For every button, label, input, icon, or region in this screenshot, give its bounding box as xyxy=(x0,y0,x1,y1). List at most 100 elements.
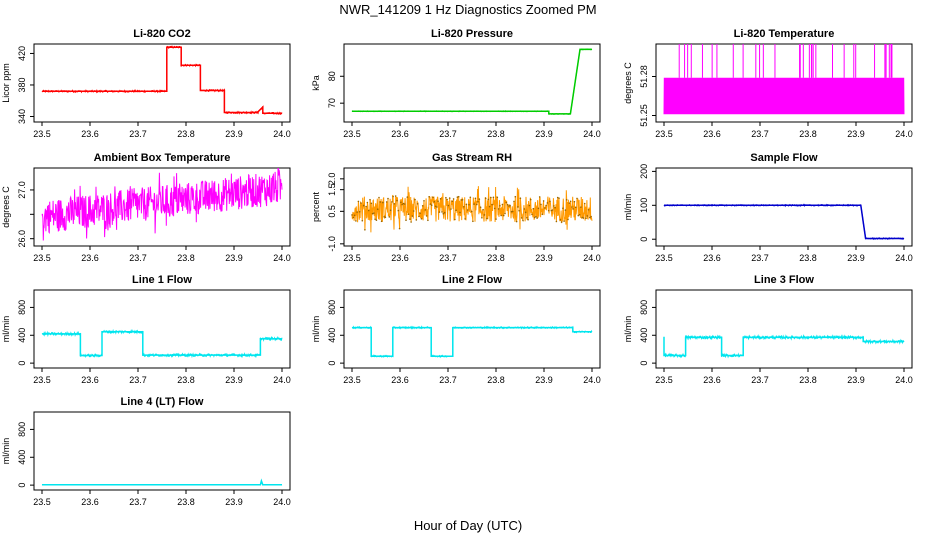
series-point xyxy=(367,209,370,212)
series-line xyxy=(42,331,282,357)
series-point xyxy=(533,216,536,219)
x-tick-label: 24.0 xyxy=(583,129,601,139)
series-point xyxy=(412,210,415,212)
x-tick-label: 23.9 xyxy=(847,253,865,263)
series-point xyxy=(568,202,571,204)
x-tick-label: 23.5 xyxy=(33,497,51,507)
panel-2: Li-820 Pressure kPa 70 80 23.5 23.6 23.7 23.8 23… xyxy=(311,28,601,139)
series-point xyxy=(409,218,411,220)
series-point xyxy=(514,195,517,198)
series-point xyxy=(352,216,355,219)
series-point xyxy=(394,195,397,197)
x-tick-label: 23.7 xyxy=(439,129,457,139)
x-tick-label: 23.7 xyxy=(129,253,147,263)
y-axis-label: degrees C xyxy=(623,62,633,104)
panel-1: Li-820 CO2 Licor ppm 340 380 420 23.5 23.6 23.7… xyxy=(1,28,291,139)
figure-title: NWR_141209 1 Hz Diagnostics Zoomed PM xyxy=(339,2,596,17)
series-point xyxy=(518,209,520,212)
figure-xlabel: Hour of Day (UTC) xyxy=(414,518,522,533)
series-point xyxy=(429,203,432,205)
series-point xyxy=(446,198,448,201)
y-axis-label: percent xyxy=(311,191,321,222)
series-point xyxy=(481,217,483,219)
series-point xyxy=(415,219,418,221)
panel-title: Ambient Box Temperature xyxy=(94,152,231,164)
x-tick-label: 23.7 xyxy=(129,375,147,385)
y-tick-label: 800 xyxy=(639,300,649,315)
x-tick-label: 23.8 xyxy=(799,253,817,263)
plot-frame xyxy=(655,289,913,369)
series-point xyxy=(473,203,475,205)
y-axis-label: degrees C xyxy=(1,186,11,228)
series-point xyxy=(565,199,568,201)
x-tick-label: 23.6 xyxy=(391,253,409,263)
series-point xyxy=(373,212,375,214)
series-point xyxy=(378,196,380,199)
x-tick-label: 23.6 xyxy=(703,253,721,263)
series-point xyxy=(389,209,392,212)
x-tick-label: 23.7 xyxy=(439,253,457,263)
y-tick-label: 800 xyxy=(327,300,337,315)
y-tick-label: 400 xyxy=(17,450,27,465)
y-tick-label: 100 xyxy=(639,198,649,213)
x-tick-label: 23.8 xyxy=(799,375,817,385)
series-point xyxy=(520,217,523,219)
x-tick-label: 23.8 xyxy=(487,375,505,385)
x-tick-label: 23.9 xyxy=(225,253,243,263)
series-point xyxy=(497,208,500,210)
x-tick-label: 23.9 xyxy=(225,129,243,139)
series-point xyxy=(364,229,366,231)
series-point xyxy=(469,196,472,199)
y-tick-label: 1.5 xyxy=(327,183,337,196)
y-axis-label: ml/min xyxy=(623,194,633,221)
x-tick-label: 23.5 xyxy=(33,253,51,263)
series-point xyxy=(581,216,583,219)
series-point xyxy=(499,204,501,207)
series-point xyxy=(541,213,544,216)
series-point xyxy=(362,204,365,207)
series-point xyxy=(402,202,405,205)
x-tick-label: 23.5 xyxy=(655,129,673,139)
series-point xyxy=(509,204,511,207)
series-point xyxy=(351,214,353,216)
y-tick-label: 51.25 xyxy=(639,104,649,127)
series-point xyxy=(460,199,463,201)
series-point xyxy=(427,219,429,222)
series-point xyxy=(564,209,567,211)
series-point xyxy=(403,203,406,205)
panel-10: Line 4 (LT) Flow ml/min 0 400 800 23.5 23.6 23.… xyxy=(1,396,291,507)
panel-title: Gas Stream RH xyxy=(432,152,512,164)
y-tick-label: 51.28 xyxy=(639,65,649,88)
panel-grid: Li-820 CO2 Licor ppm 340 380 420 23.5 23.6 23.7… xyxy=(1,28,913,507)
series-point xyxy=(560,221,563,223)
y-tick-label: 420 xyxy=(17,46,27,61)
series-point xyxy=(430,204,433,206)
y-axis-label: ml/min xyxy=(311,316,321,343)
series-point xyxy=(555,220,558,223)
series-point xyxy=(468,203,470,206)
series-point xyxy=(392,195,394,198)
data-series xyxy=(663,333,905,359)
series-point xyxy=(556,196,559,199)
y-axis-label: kPa xyxy=(311,75,321,91)
panel-5: Gas Stream RH percent -1.0 0.5 1.52.0 23.5 23.… xyxy=(311,152,601,263)
plot-frame xyxy=(33,289,291,369)
series-point xyxy=(357,200,360,203)
series-point xyxy=(393,203,396,205)
series-point xyxy=(537,207,540,210)
series-point xyxy=(360,202,362,204)
series-line xyxy=(42,478,282,486)
series-point xyxy=(420,218,423,220)
series-point xyxy=(387,197,389,200)
series-point xyxy=(529,198,532,201)
plot-frame xyxy=(343,43,601,123)
x-tick-label: 23.6 xyxy=(81,497,99,507)
series-point xyxy=(527,218,529,221)
series-point xyxy=(488,205,491,208)
series-point xyxy=(573,200,576,203)
x-tick-label: 23.8 xyxy=(177,497,195,507)
series-noise xyxy=(351,325,593,359)
panel-7: Line 1 Flow ml/min 0 400 800 23.5 23.6 23.7 23.8… xyxy=(1,274,291,385)
series-point xyxy=(554,206,556,209)
series-point xyxy=(574,206,577,209)
